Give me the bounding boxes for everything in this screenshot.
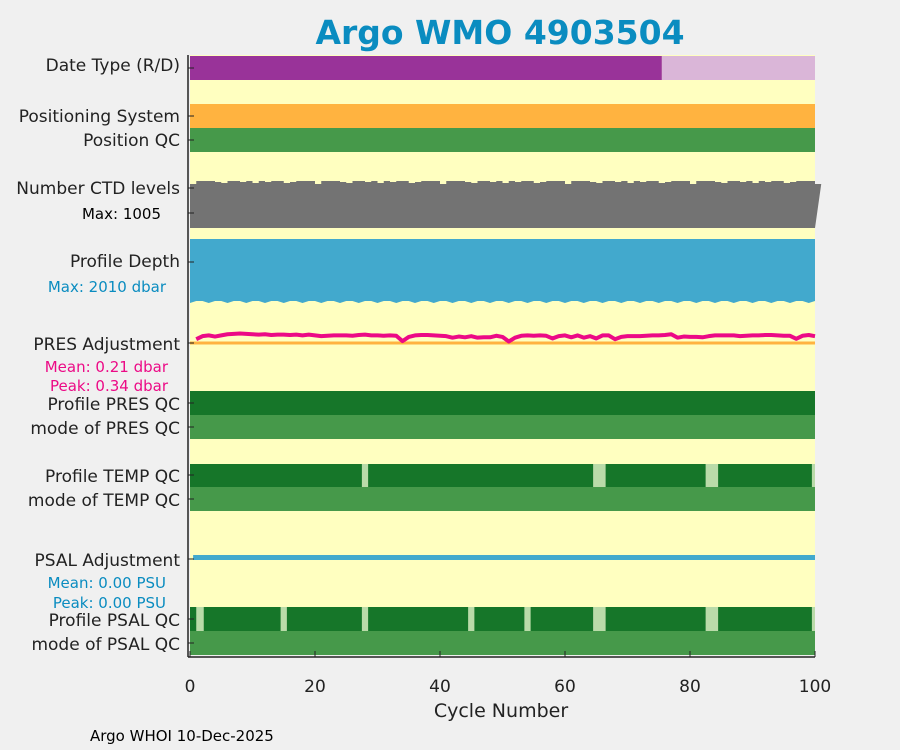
psal-adjustment-line <box>193 555 815 560</box>
positioning-system-bar <box>190 104 815 128</box>
chart-title: Argo WMO 4903504 <box>315 13 684 52</box>
profile-depth-area <box>190 239 815 303</box>
label-psal-mean: Mean: 0.00 PSU <box>48 574 166 592</box>
label-positioning: Positioning System <box>19 107 180 127</box>
label-psal-peak: Peak: 0.00 PSU <box>53 594 166 612</box>
position-qc-bar <box>190 128 815 152</box>
psal-qc-flag <box>593 607 606 631</box>
psal-qc-flag <box>196 607 204 631</box>
label-position-qc: Position QC <box>83 131 180 151</box>
psal-qc-flag <box>705 607 719 631</box>
x-tick-label: 20 <box>304 677 326 697</box>
label-pres-mean: Mean: 0.21 dbar <box>45 358 169 376</box>
label-profile-depth: Profile Depth <box>70 252 180 272</box>
label-ctd-levels: Number CTD levels <box>16 179 180 199</box>
label-psal-qc: Profile PSAL QC <box>49 611 180 631</box>
date-type-delayed-bar <box>661 56 815 80</box>
psal-qc-flag <box>524 607 531 631</box>
psal-qc-flag <box>468 607 475 631</box>
x-tick-label: 60 <box>554 677 576 697</box>
psal-qc-flag <box>361 607 369 631</box>
x-tick-label: 100 <box>799 677 831 697</box>
temp-qc-flag <box>593 464 606 487</box>
label-temp-mode: mode of TEMP QC <box>28 491 180 511</box>
x-axis-label: Cycle Number <box>434 700 568 722</box>
label-pres-mode: mode of PRES QC <box>30 419 180 439</box>
label-ctd-max: Max: 1005 <box>82 205 161 223</box>
label-date-type: Date Type (R/D) <box>46 56 180 76</box>
psal-qc-flag <box>811 607 815 631</box>
date-type-realtime-bar <box>190 56 662 80</box>
temp-qc-bar <box>190 464 815 487</box>
pres-adjustment-line <box>195 331 816 344</box>
x-tick-label: 80 <box>679 677 701 697</box>
pres-qc-bar <box>190 391 815 415</box>
label-pres-adj: PRES Adjustment <box>33 335 180 355</box>
temp-qc-flag <box>705 464 719 487</box>
footer-credit: Argo WHOI 10-Dec-2025 <box>90 727 274 745</box>
psal-qc-flag <box>280 607 287 631</box>
label-temp-qc: Profile TEMP QC <box>45 467 180 487</box>
temp-qc-flag <box>811 464 815 487</box>
temp-qc-flag <box>361 464 369 487</box>
psal-mode-bar <box>190 631 815 655</box>
temp-mode-bar <box>190 487 815 511</box>
ctd-levels-area <box>190 181 822 228</box>
label-pres-peak: Peak: 0.34 dbar <box>50 377 169 395</box>
pres-mode-bar <box>190 415 815 439</box>
label-pres-qc: Profile PRES QC <box>47 395 180 415</box>
x-tick-label: 0 <box>185 677 196 697</box>
label-psal-adj: PSAL Adjustment <box>35 551 181 571</box>
label-psal-mode: mode of PSAL QC <box>31 635 180 655</box>
x-tick-label: 40 <box>429 677 451 697</box>
label-depth-max: Max: 2010 dbar <box>48 278 167 296</box>
